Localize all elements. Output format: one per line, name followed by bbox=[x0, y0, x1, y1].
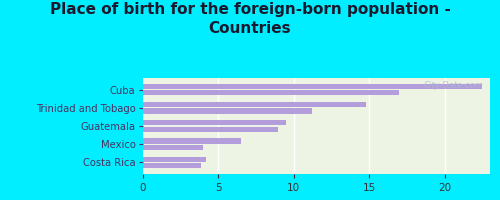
Bar bbox=[142, 84, 482, 89]
Bar bbox=[142, 108, 312, 114]
Bar bbox=[142, 127, 278, 132]
Text: City-Data.com: City-Data.com bbox=[424, 81, 483, 90]
Bar bbox=[142, 102, 366, 107]
Bar bbox=[142, 157, 206, 162]
Bar bbox=[142, 145, 203, 150]
Bar bbox=[142, 90, 400, 95]
Bar bbox=[142, 120, 286, 125]
Bar bbox=[142, 163, 202, 168]
Bar bbox=[142, 138, 240, 144]
Text: Place of birth for the foreign-born population -
Countries: Place of birth for the foreign-born popu… bbox=[50, 2, 450, 36]
